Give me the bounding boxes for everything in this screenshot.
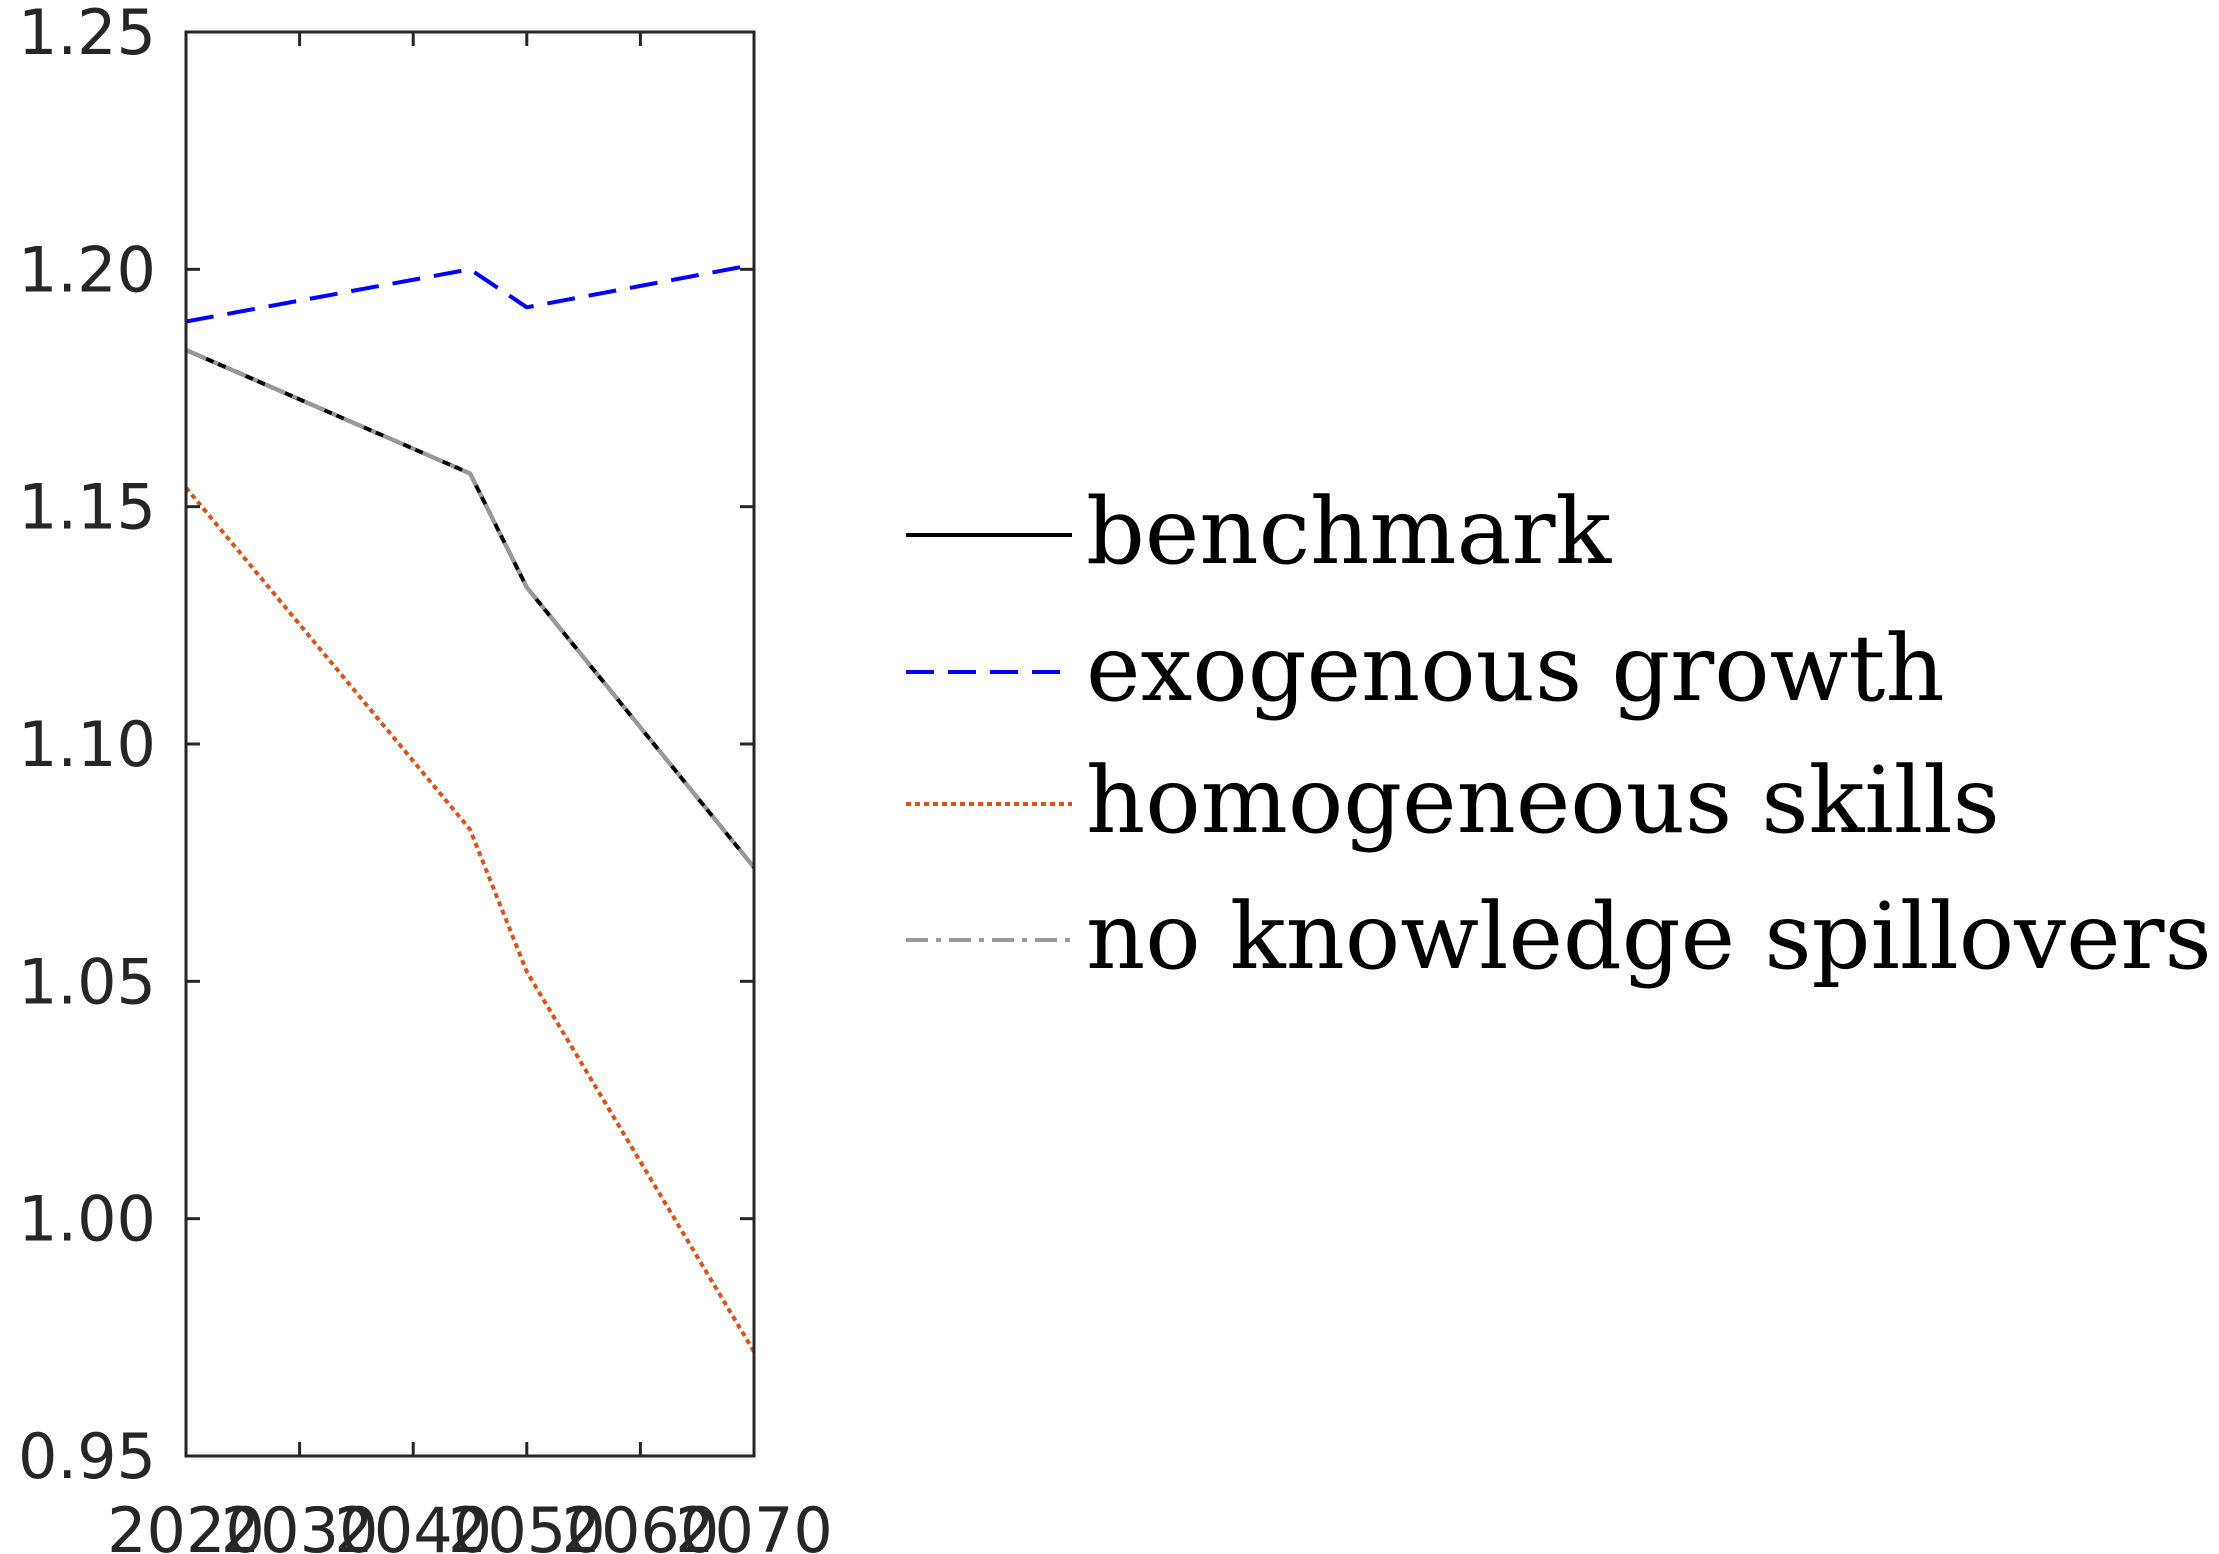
y-tick-label-2: 1.05 (18, 945, 156, 1018)
ticks-layer: 0.95 1.00 1.05 1.10 1.15 1.20 1.25 202020302040… (18, 0, 833, 1554)
y-tick-label-3: 1.10 (18, 708, 156, 781)
series-line-1 (185, 262, 755, 324)
y-tick-label-6: 1.25 (18, 0, 156, 69)
series-layer (184, 262, 756, 1353)
legend-label-0: benchmark (1086, 478, 1612, 585)
legend: benchmark exogenous growth homogeneous ski… (906, 478, 2212, 990)
x-tick-label-5: 2070 (675, 1494, 833, 1554)
x-tick-label-1: 2030 (221, 1494, 379, 1554)
plot-area (186, 32, 754, 1456)
x-tick-label-4: 2060 (562, 1494, 720, 1554)
series-line-3 (185, 348, 756, 869)
y-tick-label-5: 1.20 (18, 233, 156, 306)
x-tick-label-3: 2050 (448, 1494, 606, 1554)
x-tick-label-2: 2040 (334, 1494, 492, 1554)
x-tick-label-0: 2020 (107, 1494, 265, 1554)
y-tick-label-1: 1.00 (18, 1183, 156, 1256)
legend-label-2: homogeneous skills (1086, 747, 2000, 854)
legend-label-1: exogenous growth (1086, 615, 1945, 722)
y-tick-label-0: 0.95 (18, 1420, 156, 1493)
y-tick-label-4: 1.15 (18, 471, 156, 544)
legend-label-3: no knowledge spillovers (1086, 883, 2212, 990)
